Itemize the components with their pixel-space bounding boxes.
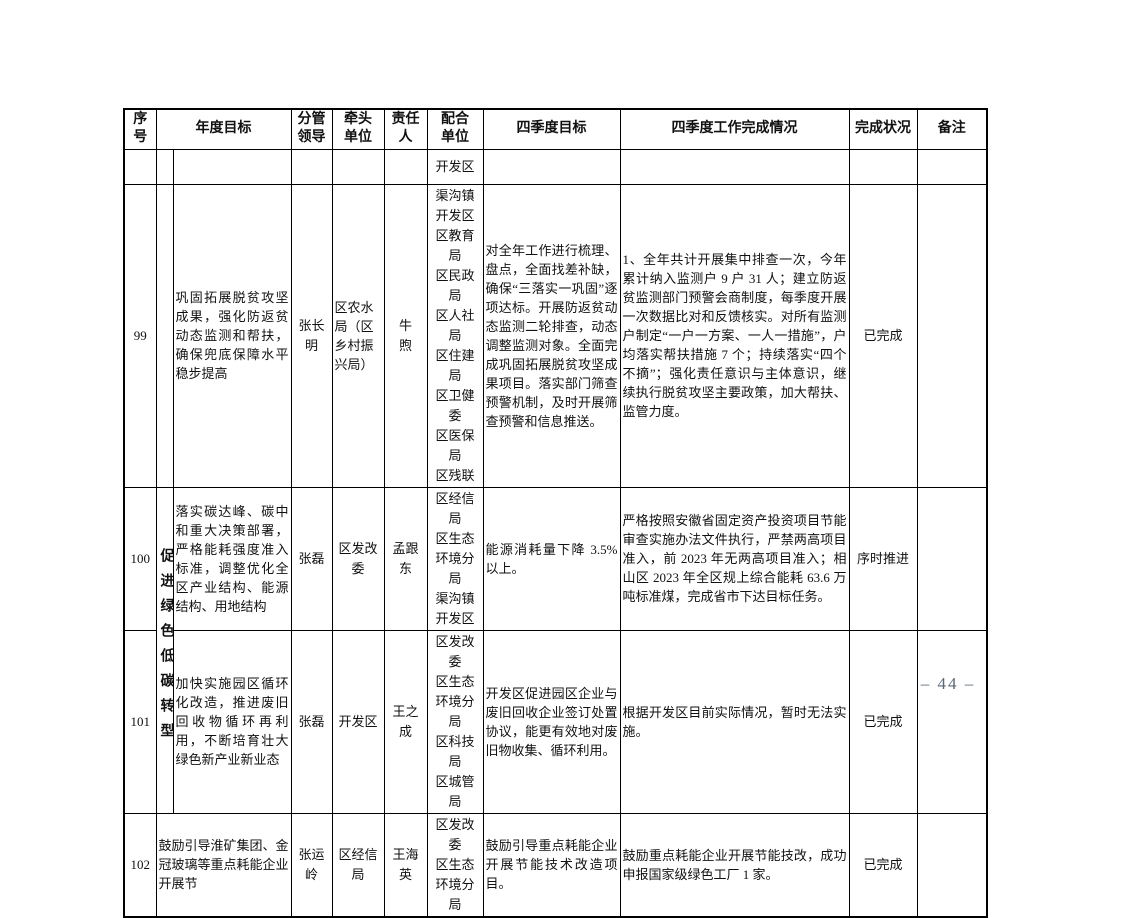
cell-status: 已完成: [848, 183, 918, 488]
cell-q4-completion: 根据开发区目前实际情况，暂时无法实施。: [619, 629, 850, 814]
cell-lead-unit: 区经信局: [331, 812, 385, 917]
document-page: 序 号 年度目标 分管 领导 牵头 单位 责任人 配合 单位 四季度目标 四季度…: [123, 108, 988, 918]
cell-annual-goal: 鼓励引导淮矿集团、金冠玻璃等重点耗能企业开展节: [155, 812, 292, 917]
cell-q4-goal: 鼓励引导重点耗能企业开展节能技术改造项目。: [482, 812, 621, 917]
work-report-table: 序 号 年度目标 分管 领导 牵头 单位 责任人 配合 单位 四季度目标 四季度…: [123, 108, 988, 918]
cell-status: 已完成: [848, 629, 918, 814]
cell-leader: 张磊: [290, 629, 333, 814]
cell-lead-unit: 区发改委: [331, 486, 385, 631]
cell-leader: 张运 岭: [290, 812, 333, 917]
header-status: 完成状况: [848, 108, 918, 150]
cell-seq: [123, 148, 157, 185]
cell-q4-completion: [619, 148, 850, 185]
table-header-row: 序 号 年度目标 分管 领导 牵头 单位 责任人 配合 单位 四季度目标 四季度…: [123, 108, 988, 150]
cell-leader: 张磊: [290, 486, 333, 631]
table-row-101: 101 加快实施园区循环化改造，推进废旧回收物循环再利用，不断培育壮大绿色新产业…: [123, 629, 988, 814]
cell-annual-goal: 加快实施园区循环化改造，推进废旧回收物循环再利用，不断培育壮大绿色新产业新业态: [172, 629, 292, 814]
cell-seq: 99: [123, 183, 157, 488]
table-row-102: 102 鼓励引导淮矿集团、金冠玻璃等重点耗能企业开展节 张运 岭 区经信局 王海…: [123, 812, 988, 917]
cell-cooperating-unit: 区发改委 区生态 环境分局 区科技局 区城管局: [426, 629, 484, 814]
cell-leader: 张长 明: [290, 183, 333, 488]
header-responsible: 责任人: [383, 108, 428, 150]
cell-cooperating-unit: 开发区: [426, 148, 484, 185]
header-q4-completion: 四季度工作完成情况: [619, 108, 850, 150]
header-seq: 序 号: [123, 108, 157, 150]
cell-status: 已完成: [848, 812, 918, 917]
cell-responsible: 孟跟东: [383, 486, 428, 631]
table-row-99: 99 巩固拓展脱贫攻坚成果，强化防返贫动态监测和帮扶，确保兜底保障水平稳步提高 …: [123, 183, 988, 488]
cell-q4-goal: 对全年工作进行梳理、盘点，全面找差补缺，确保“三落实一巩固”逐项达标。开展防返贫…: [482, 183, 621, 488]
cell-cooperating-unit: 渠沟镇 开发区 区教育局 区民政局 区人社局 区住建局 区卫健委 区医保局 区残…: [426, 183, 484, 488]
cell-cooperating-unit: 区经信局 区生态 环境分局 渠沟镇 开发区: [426, 486, 484, 631]
group-label-vertical: 促进绿色低碳转型: [158, 548, 173, 748]
cell-group-green-low-carbon: 促进绿色低碳转型: [155, 486, 174, 814]
cell-lead-unit: 区农水局（区乡村振兴局）: [331, 183, 385, 488]
cell-annual-goal: 巩固拓展脱贫攻坚成果，强化防返贫动态监测和帮扶，确保兜底保障水平稳步提高: [172, 183, 292, 488]
cell-responsible: 牛 煦: [383, 183, 428, 488]
cell-leader: [290, 148, 333, 185]
cell-annual-goal: 落实碳达峰、碳中和重大决策部署，严格能耗强度准入标准，调整优化全区产业结构、能源…: [172, 486, 292, 631]
cell-seq: 102: [123, 812, 157, 917]
cell-q4-completion: 鼓励重点耗能企业开展节能技改，成功申报国家级绿色工厂 1 家。: [619, 812, 850, 917]
cell-remark: [916, 148, 988, 185]
cell-responsible: 王海英: [383, 812, 428, 917]
cell-q4-goal: [482, 148, 621, 185]
cell-group: [155, 148, 174, 185]
cell-seq: 101: [123, 629, 157, 814]
header-remark: 备注: [916, 108, 988, 150]
cell-status: [848, 148, 918, 185]
table-row-carryover: 开发区: [123, 148, 988, 185]
cell-remark: [916, 629, 988, 814]
cell-cooperating-unit: 区发改委 区生态 环境分局: [426, 812, 484, 917]
cell-responsible: 王之成: [383, 629, 428, 814]
cell-seq: 100: [123, 486, 157, 631]
header-annual-goal: 年度目标: [155, 108, 292, 150]
cell-q4-completion: 严格按照安徽省固定资产投资项目节能审查实施办法文件执行，严禁两高项目准入，前 2…: [619, 486, 850, 631]
header-leader: 分管 领导: [290, 108, 333, 150]
cell-group: [155, 183, 174, 488]
cell-remark: [916, 486, 988, 631]
cell-lead-unit: [331, 148, 385, 185]
page-number: – 44 –: [920, 674, 976, 693]
cell-remark: [916, 812, 988, 917]
cell-responsible: [383, 148, 428, 185]
cell-status: 序时推进: [848, 486, 918, 631]
table-row-100: 100 促进绿色低碳转型 落实碳达峰、碳中和重大决策部署，严格能耗强度准入标准，…: [123, 486, 988, 814]
cell-q4-completion: 1、全年共计开展集中排查一次，今年累计纳入监测户 9 户 31 人；建立防返贫监…: [619, 183, 850, 488]
cell-remark: [916, 183, 988, 488]
cell-lead-unit: 开发区: [331, 629, 385, 814]
header-cooperating-unit: 配合 单位: [426, 108, 484, 150]
header-q4-goal: 四季度目标: [482, 108, 621, 150]
cell-q4-goal: 开发区促进园区企业与废旧回收企业签订处置协议，能更有效地对废旧物收集、循环利用。: [482, 629, 621, 814]
cell-annual-goal: [172, 148, 292, 185]
cell-q4-goal: 能源消耗量下降 3.5%以上。: [482, 486, 621, 631]
header-lead-unit: 牵头 单位: [331, 108, 385, 150]
